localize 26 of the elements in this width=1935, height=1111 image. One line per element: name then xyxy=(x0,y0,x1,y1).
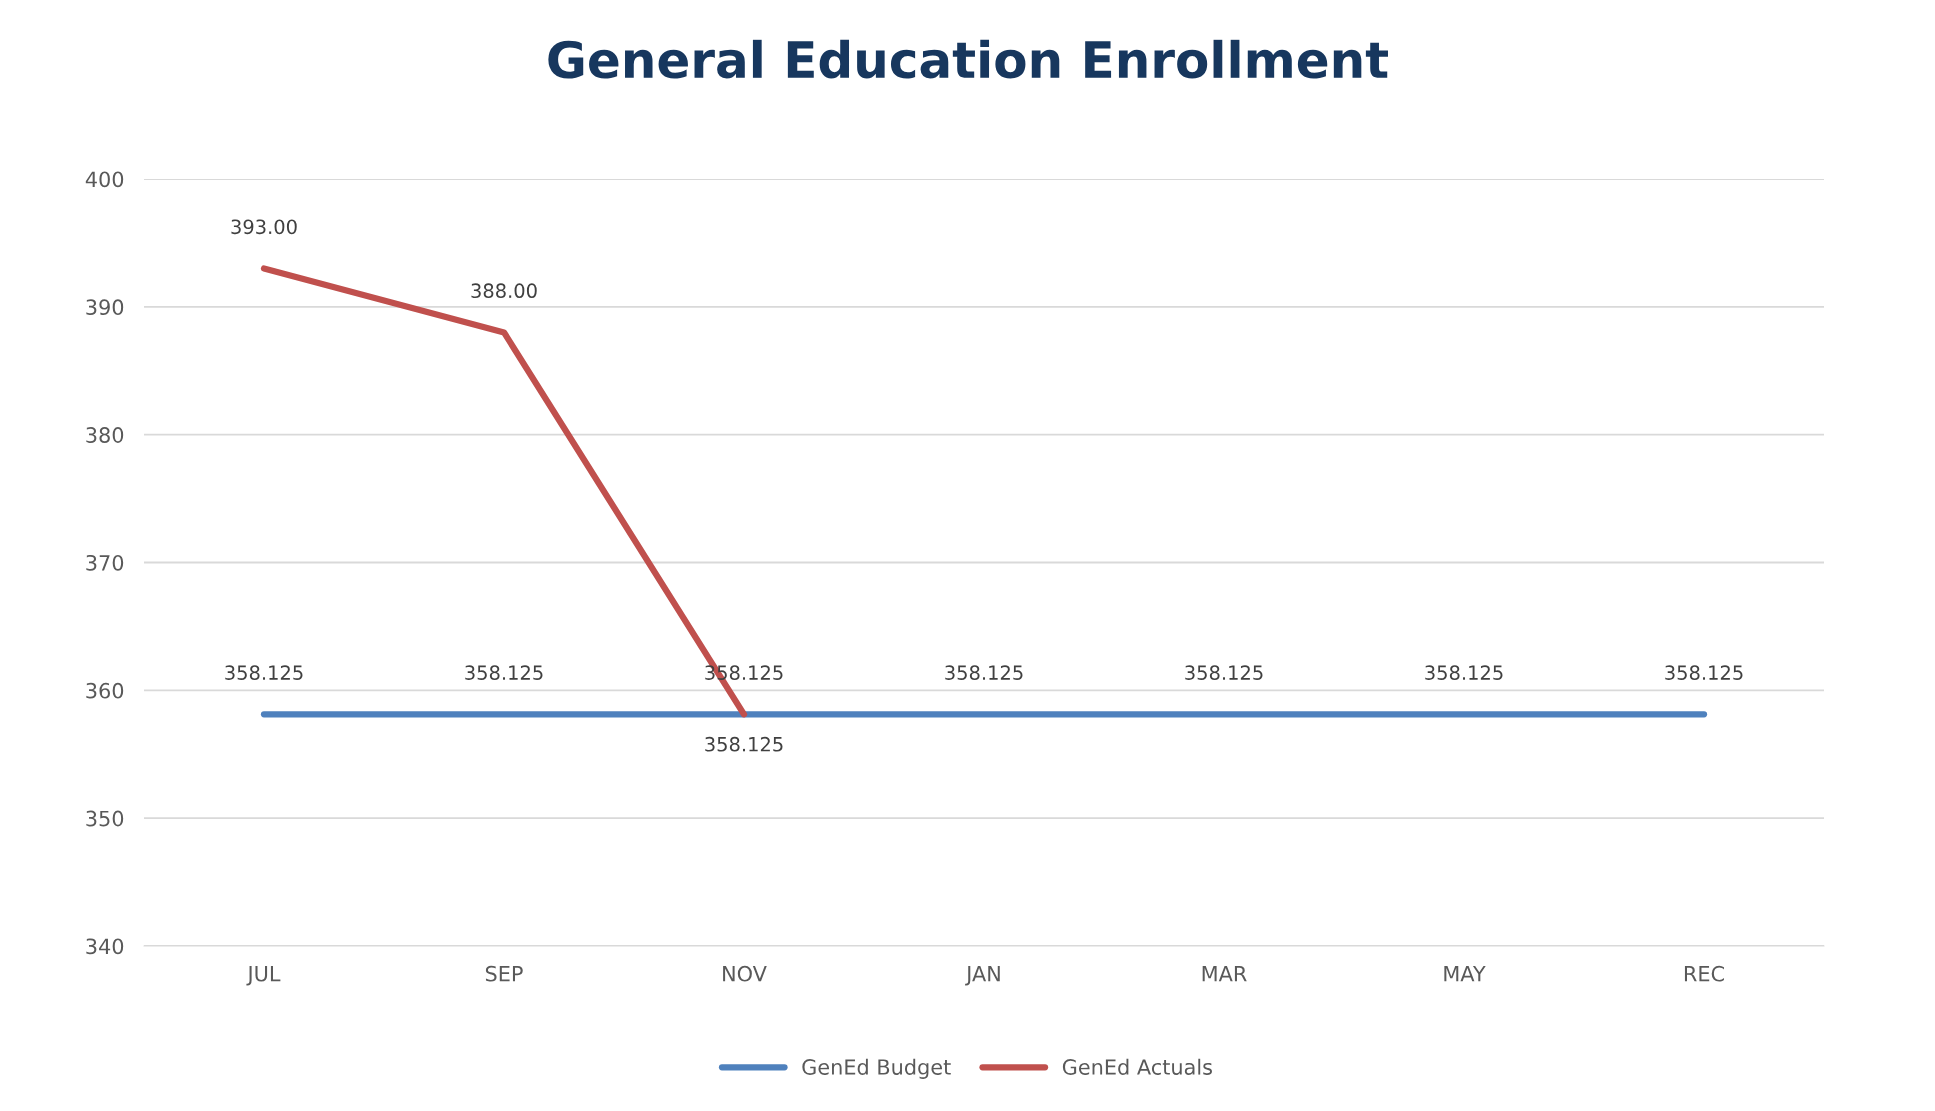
legend-label: GenEd Actuals xyxy=(1062,1058,1212,1075)
chart-title: General Education Enrollment xyxy=(548,39,1388,79)
data-label: 358.125 xyxy=(1185,665,1263,680)
data-label: 358.125 xyxy=(1665,665,1743,680)
legend-label: GenEd Budget xyxy=(802,1058,951,1079)
y-tick-label: 400 xyxy=(85,171,124,188)
y-tick-label: 370 xyxy=(86,554,124,571)
x-tick-label: SEP xyxy=(485,965,523,982)
x-tick-label: JAN xyxy=(965,966,1000,986)
x-tick-label: MAR xyxy=(1202,966,1247,982)
x-tick-label: REC xyxy=(1684,965,1724,982)
data-label: 358.125 xyxy=(1425,665,1503,680)
data-label: 388.00 xyxy=(471,283,537,299)
data-label: 358.125 xyxy=(705,736,783,752)
y-tick-label: 380 xyxy=(86,427,124,443)
x-tick-label: NOV xyxy=(723,965,767,982)
data-label: 393.00 xyxy=(231,219,297,235)
y-tick-label: 390 xyxy=(86,299,124,316)
y-tick-label: 350 xyxy=(86,810,124,827)
data-label: 358.125 xyxy=(945,665,1023,680)
y-tick-label: 360 xyxy=(86,682,124,699)
x-tick-label: MAY xyxy=(1444,966,1486,982)
y-tick-label: 340 xyxy=(86,938,124,955)
data-label: 358.125 xyxy=(465,665,543,680)
data-label: 358.125 xyxy=(225,665,303,680)
x-tick-label: JUL xyxy=(246,966,281,986)
